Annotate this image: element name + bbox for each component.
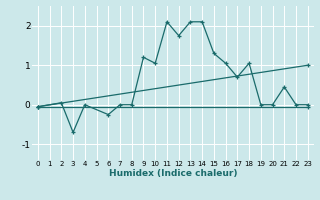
X-axis label: Humidex (Indice chaleur): Humidex (Indice chaleur) — [108, 169, 237, 178]
